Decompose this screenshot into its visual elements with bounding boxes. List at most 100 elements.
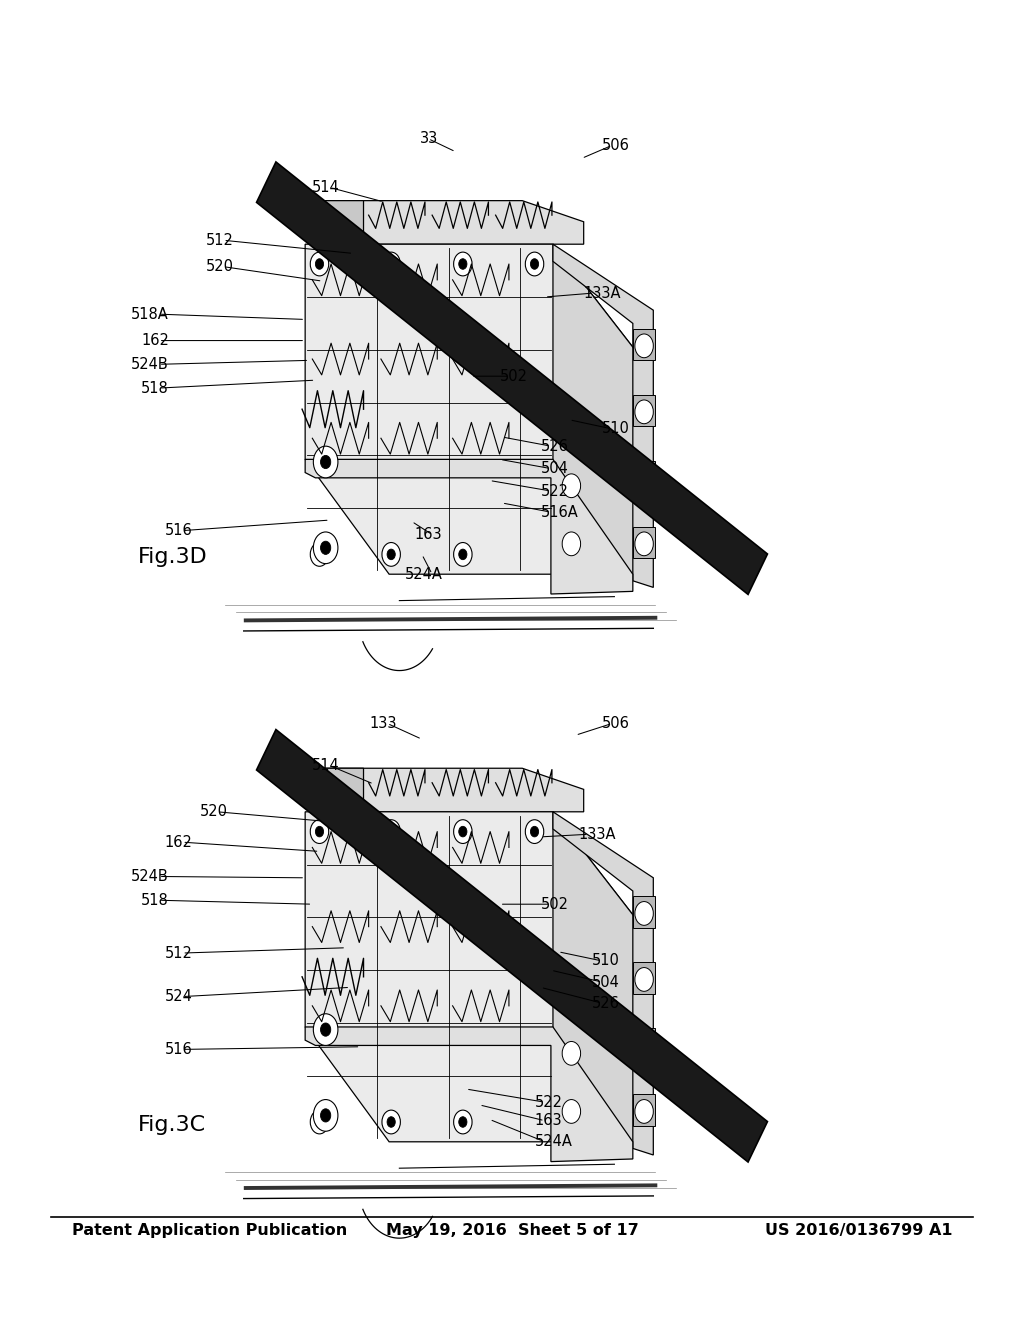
Circle shape xyxy=(459,1117,467,1127)
Text: 522: 522 xyxy=(541,483,568,499)
Text: 504: 504 xyxy=(592,974,620,990)
Text: 510: 510 xyxy=(602,421,630,437)
Circle shape xyxy=(313,1100,338,1131)
Text: Fig.3D: Fig.3D xyxy=(138,546,208,568)
Circle shape xyxy=(310,543,329,566)
Circle shape xyxy=(635,1034,653,1057)
Text: 163: 163 xyxy=(535,1113,562,1129)
Bar xyxy=(633,329,655,360)
Circle shape xyxy=(530,826,539,837)
Circle shape xyxy=(562,474,581,498)
Polygon shape xyxy=(257,162,767,594)
Text: 506: 506 xyxy=(602,137,630,153)
Polygon shape xyxy=(553,244,653,587)
Circle shape xyxy=(382,820,400,843)
Circle shape xyxy=(459,259,467,269)
Polygon shape xyxy=(302,768,364,812)
Text: 162: 162 xyxy=(141,333,169,348)
Text: May 19, 2016  Sheet 5 of 17: May 19, 2016 Sheet 5 of 17 xyxy=(386,1222,638,1238)
Circle shape xyxy=(562,1041,581,1065)
Bar xyxy=(633,395,655,426)
Circle shape xyxy=(313,1014,338,1045)
Polygon shape xyxy=(553,244,635,574)
Text: 526: 526 xyxy=(541,438,568,454)
Bar xyxy=(633,461,655,492)
Circle shape xyxy=(454,820,472,843)
Text: 516: 516 xyxy=(165,523,193,539)
Text: 502: 502 xyxy=(500,368,527,384)
Text: 518: 518 xyxy=(141,892,169,908)
Text: 163: 163 xyxy=(415,527,442,543)
Text: 524A: 524A xyxy=(535,1134,572,1150)
Text: 524: 524 xyxy=(165,989,193,1005)
Circle shape xyxy=(321,541,331,554)
Text: 522: 522 xyxy=(535,1094,562,1110)
Circle shape xyxy=(321,1109,331,1122)
Circle shape xyxy=(315,259,324,269)
Circle shape xyxy=(635,532,653,556)
Circle shape xyxy=(387,1117,395,1127)
Bar xyxy=(633,962,655,994)
Circle shape xyxy=(525,252,544,276)
Polygon shape xyxy=(305,244,635,574)
Text: US 2016/0136799 A1: US 2016/0136799 A1 xyxy=(765,1222,952,1238)
Text: 162: 162 xyxy=(165,834,193,850)
Text: 133: 133 xyxy=(370,715,397,731)
Text: 502: 502 xyxy=(541,896,568,912)
Circle shape xyxy=(454,1110,472,1134)
Text: Patent Application Publication: Patent Application Publication xyxy=(72,1222,347,1238)
Polygon shape xyxy=(305,1027,633,1162)
Circle shape xyxy=(635,466,653,490)
Circle shape xyxy=(454,252,472,276)
Polygon shape xyxy=(302,768,584,812)
Circle shape xyxy=(310,820,329,843)
Circle shape xyxy=(321,455,331,469)
Circle shape xyxy=(459,549,467,560)
Polygon shape xyxy=(305,459,633,594)
Text: 524B: 524B xyxy=(131,356,169,372)
Circle shape xyxy=(635,1100,653,1123)
Polygon shape xyxy=(257,730,767,1162)
Text: 512: 512 xyxy=(165,945,193,961)
Circle shape xyxy=(321,1023,331,1036)
Text: 516A: 516A xyxy=(541,504,579,520)
Bar xyxy=(633,1094,655,1126)
Circle shape xyxy=(635,968,653,991)
Circle shape xyxy=(382,252,400,276)
Circle shape xyxy=(562,532,581,556)
Text: 514: 514 xyxy=(312,758,340,774)
Text: 33: 33 xyxy=(420,131,438,147)
Text: 506: 506 xyxy=(602,715,630,731)
Circle shape xyxy=(562,1100,581,1123)
Bar xyxy=(633,1028,655,1060)
Circle shape xyxy=(530,259,539,269)
Text: 526: 526 xyxy=(592,995,620,1011)
Circle shape xyxy=(382,543,400,566)
Circle shape xyxy=(459,826,467,837)
Circle shape xyxy=(387,259,395,269)
Circle shape xyxy=(525,820,544,843)
Text: Fig.3C: Fig.3C xyxy=(138,1114,207,1135)
Text: 518: 518 xyxy=(141,380,169,396)
Text: 520: 520 xyxy=(206,259,233,275)
Circle shape xyxy=(315,826,324,837)
Text: 512: 512 xyxy=(206,232,233,248)
Circle shape xyxy=(635,400,653,424)
Text: 524A: 524A xyxy=(404,566,442,582)
Text: 133A: 133A xyxy=(579,826,616,842)
Polygon shape xyxy=(302,201,364,244)
Text: 518A: 518A xyxy=(131,306,169,322)
Circle shape xyxy=(313,532,338,564)
Circle shape xyxy=(315,549,324,560)
Text: 524B: 524B xyxy=(131,869,169,884)
Circle shape xyxy=(310,252,329,276)
Circle shape xyxy=(635,334,653,358)
Circle shape xyxy=(382,1110,400,1134)
Bar xyxy=(633,527,655,558)
Bar xyxy=(633,896,655,928)
Text: 133A: 133A xyxy=(584,285,622,301)
Text: 514: 514 xyxy=(312,180,340,195)
Circle shape xyxy=(313,446,338,478)
Polygon shape xyxy=(302,201,584,244)
Polygon shape xyxy=(553,812,653,1155)
